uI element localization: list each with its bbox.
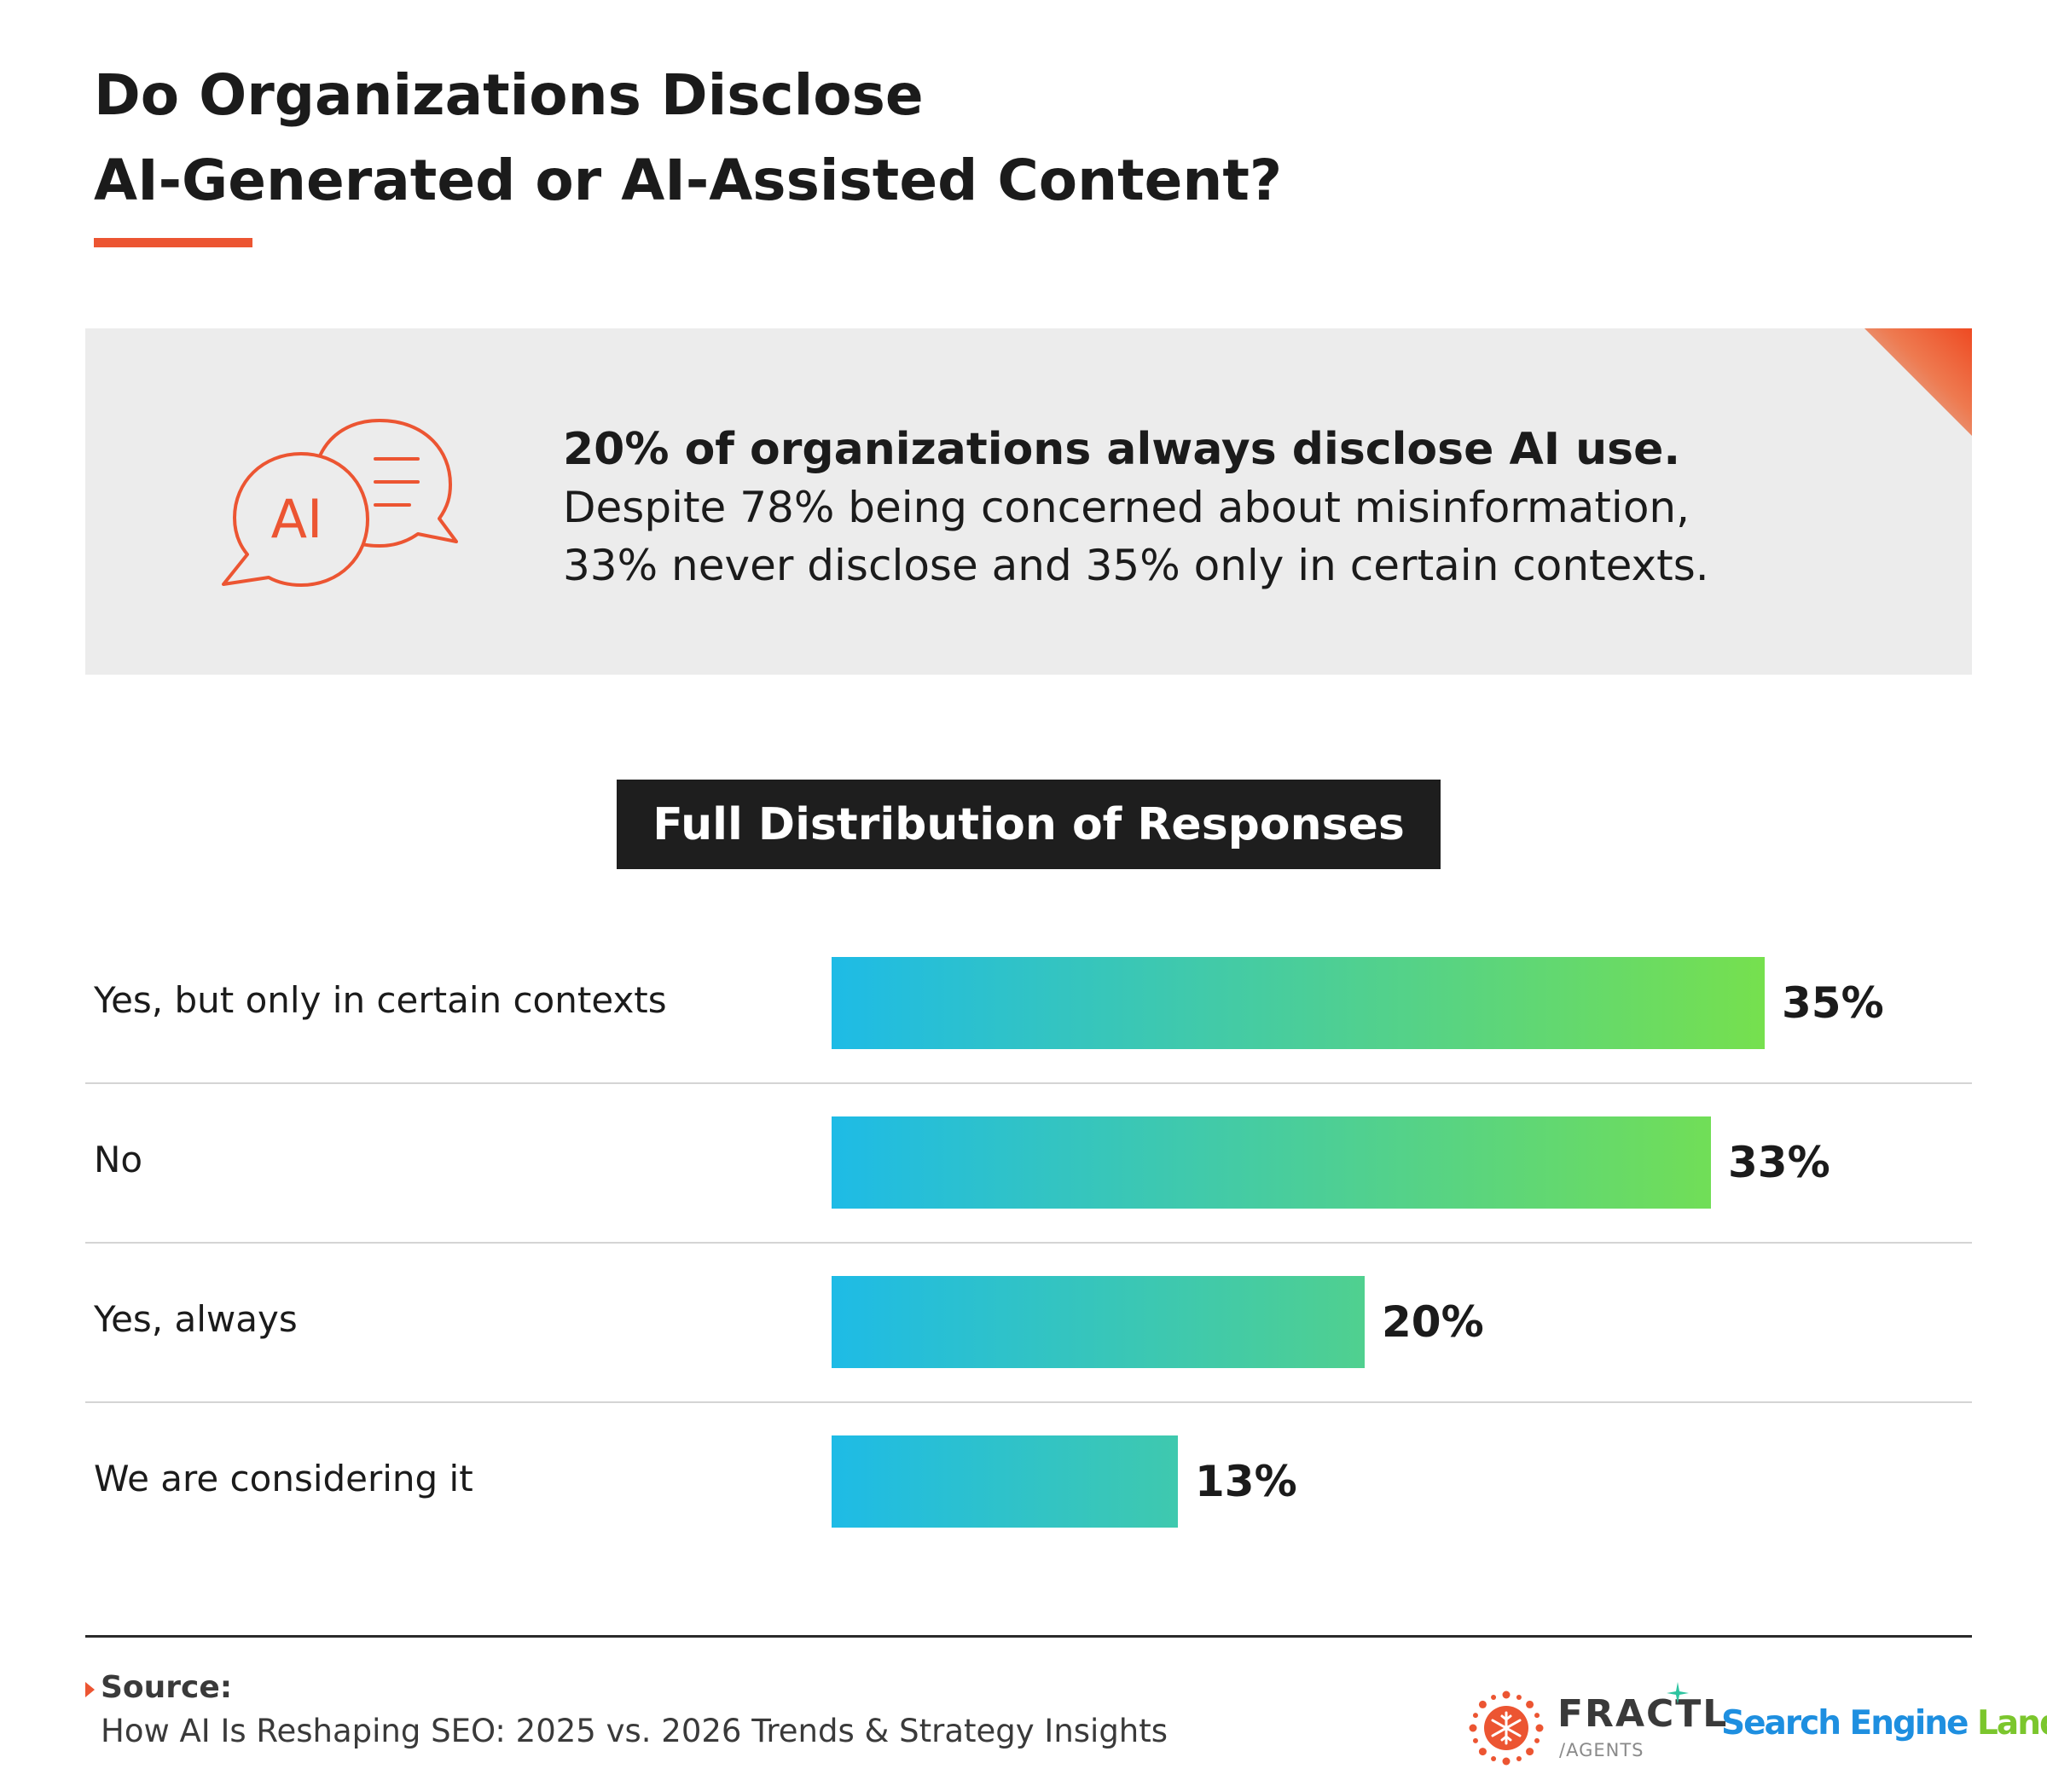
fractl-dot: [1491, 1694, 1497, 1700]
fractl-dot: [1502, 1691, 1511, 1699]
row-divider: [85, 1401, 1972, 1403]
row-divider: [85, 1242, 1972, 1244]
category-label: We are considering it: [94, 1458, 473, 1499]
key-finding-callout: AI 20% of organizations always disclose …: [85, 328, 1972, 675]
fractl-dot: [1478, 1700, 1487, 1708]
fractl-dot: [1535, 1724, 1544, 1732]
fractl-subtitle: /AGENTS: [1559, 1740, 1644, 1760]
bar: [832, 957, 1765, 1049]
fractl-dot: [1502, 1757, 1511, 1766]
value-label: 13%: [1195, 1457, 1297, 1506]
value-label: 20%: [1382, 1297, 1484, 1347]
response-distribution-chart: Yes, but only in certain contexts 35% No 33…: [0, 938, 2047, 1535]
sel-wordmark-part-1: Search Engine: [1721, 1704, 1978, 1743]
page-title: Do Organizations Disclose AI-Generated o…: [94, 53, 1714, 223]
source-text: How AI Is Reshaping SEO: 2025 vs. 2026 T…: [101, 1713, 1168, 1749]
fractl-dot: [1491, 1756, 1497, 1762]
bar: [832, 1276, 1365, 1368]
callout-headline: 20% of organizations always disclose AI …: [563, 424, 1681, 475]
ai-chat-bubbles-icon: AI: [222, 419, 458, 587]
title-line-1: Do Organizations Disclose: [94, 62, 924, 128]
fractl-dot: [1534, 1737, 1540, 1743]
fractl-dot: [1478, 1748, 1487, 1756]
fractl-dot: [1469, 1724, 1477, 1732]
sel-wordmark-part-2: Land: [1977, 1704, 2047, 1743]
source-marker-icon: [85, 1682, 95, 1697]
source-title: Source:: [101, 1670, 233, 1705]
fractl-dot: [1534, 1713, 1540, 1719]
ai-icon-text: AI: [271, 488, 323, 550]
footer-rule: [85, 1635, 1972, 1638]
search-engine-land-logo: Search Engine Land: [1721, 1704, 2047, 1743]
category-label: Yes, but only in certain contexts: [94, 979, 667, 1021]
value-label: 33%: [1728, 1138, 1830, 1187]
fractl-dot: [1472, 1713, 1478, 1719]
title-line-2: AI-Generated or AI-Assisted Content?: [94, 148, 1283, 213]
fractl-dot: [1472, 1737, 1478, 1743]
fractl-dot: [1516, 1756, 1522, 1762]
callout-body-line-1: Despite 78% being concerned about misinf…: [563, 483, 1690, 532]
fractl-dot: [1526, 1748, 1534, 1756]
title-accent-rule: [94, 238, 252, 247]
value-label: 35%: [1782, 978, 1884, 1028]
callout-text: 20% of organizations always disclose AI …: [563, 420, 1945, 594]
fractl-dot: [1526, 1700, 1534, 1708]
fractl-wordmark: FRACTL: [1557, 1692, 1729, 1736]
category-label: Yes, always: [94, 1298, 298, 1340]
row-divider: [85, 1082, 1972, 1084]
bar: [832, 1435, 1178, 1528]
section-label: Full Distribution of Responses: [617, 780, 1441, 869]
bar: [832, 1116, 1711, 1209]
fractl-snowflake-icon: [1469, 1691, 1544, 1766]
category-label: No: [94, 1139, 143, 1180]
fractl-dot: [1516, 1694, 1522, 1700]
sparkle-icon: [1667, 1682, 1689, 1704]
fractl-logo: FRACTL /AGENTS: [1465, 1682, 1726, 1769]
callout-body-line-2: 33% never disclose and 35% only in certa…: [563, 541, 1709, 590]
